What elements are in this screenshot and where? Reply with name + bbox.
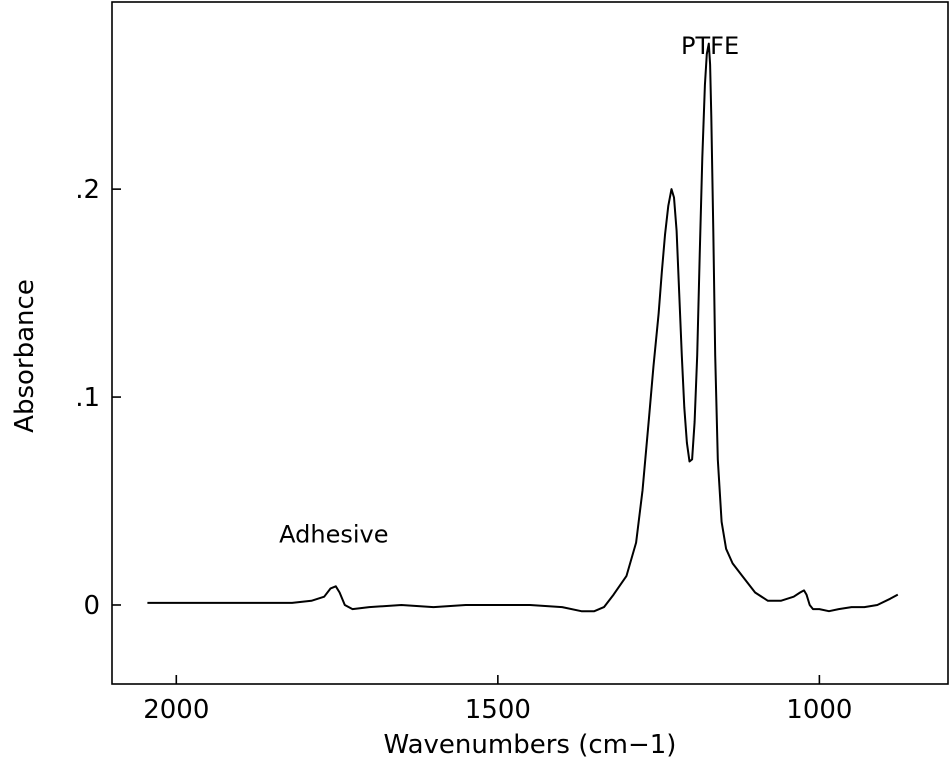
annotation-label: PTFE <box>681 32 739 60</box>
y-tick-label: .2 <box>75 175 100 205</box>
y-axis-label: Absorbance <box>10 279 40 433</box>
annotation-label: Adhesive <box>279 521 388 549</box>
x-tick-label: 2000 <box>143 695 209 725</box>
x-axis-label: Wavenumbers (cm−1) <box>384 730 677 760</box>
series-group <box>147 42 899 613</box>
spectrum-line <box>147 42 899 613</box>
y-tick-label: .1 <box>75 383 100 413</box>
plot-frame <box>111 1 949 685</box>
x-tick-label: 1500 <box>465 695 531 725</box>
y-axis-ticks: 0 .1 .2 <box>75 175 121 621</box>
x-axis-ticks: 2000 1500 1000 <box>143 675 852 725</box>
y-tick-label: 0 <box>83 591 100 621</box>
x-tick-label: 1000 <box>786 695 852 725</box>
annotations-group: PTFE Adhesive <box>279 32 739 549</box>
